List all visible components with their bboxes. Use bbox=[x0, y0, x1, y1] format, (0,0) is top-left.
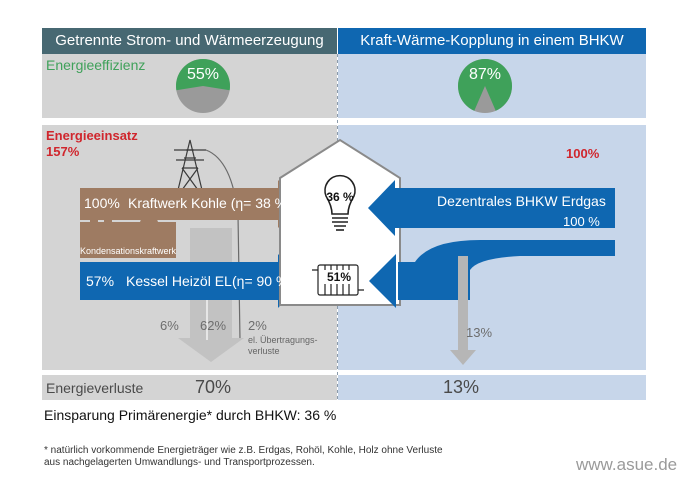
grid-loss-note-2: verluste bbox=[248, 346, 280, 356]
light-bulb-icon bbox=[324, 174, 356, 231]
efficiency-pie-left bbox=[176, 59, 230, 113]
input-left-value: 157% bbox=[46, 144, 80, 159]
losses-right-value: 13% bbox=[443, 377, 480, 397]
oil-percent: 57% bbox=[86, 273, 115, 289]
input-label: Energieeinsatz bbox=[46, 128, 138, 143]
oil-loss-percent: 6% bbox=[160, 318, 179, 333]
savings-text: Einsparung Primärenergie* durch BHKW: 36… bbox=[44, 407, 337, 423]
coal-label: Kraftwerk Kohle (η= 38 %) bbox=[128, 195, 292, 211]
header-right-bar bbox=[338, 28, 646, 54]
chp-label: Dezentrales BHKW Erdgas bbox=[437, 193, 606, 209]
efficiency-left-value: 55% bbox=[186, 66, 220, 83]
losses-label: Energieverluste bbox=[46, 380, 144, 396]
losses-left-value: 70% bbox=[195, 377, 232, 397]
coal-loss-percent: 62% bbox=[200, 318, 227, 333]
header-left-bar bbox=[42, 28, 337, 54]
efficiency-label: Energieeffizienz bbox=[46, 57, 146, 73]
footnote-line-1: * natürlich vorkommende Energieträger wi… bbox=[44, 445, 443, 456]
footnote-line-2: aus nachgelagerten Umwandlungs- und Tran… bbox=[44, 457, 315, 468]
losses-panel-right bbox=[338, 375, 646, 400]
coal-percent: 100% bbox=[84, 195, 120, 211]
loss-arrow-right bbox=[450, 256, 476, 365]
grid-loss-percent: 2% bbox=[248, 318, 267, 333]
grid-loss-note-1: el. Übertragungs- bbox=[248, 335, 318, 345]
website-link[interactable]: www.asue.de bbox=[576, 455, 678, 474]
header-left-title: Getrennte Strom- und Wärmeerzeugung bbox=[55, 32, 324, 49]
input-right-value: 100% bbox=[566, 146, 600, 161]
efficiency-right-value: 87% bbox=[468, 66, 502, 83]
header-right-title: Kraft-Wärme-Kopplung in einem BHKW bbox=[360, 32, 624, 49]
losses-panel-left bbox=[42, 375, 337, 400]
oil-label: Kessel Heizöl EL bbox=[126, 273, 232, 289]
oil-eta: (η= 90 %) bbox=[232, 273, 294, 289]
loss-arrow-left bbox=[178, 228, 244, 362]
plant-label: Kondensationskraftwerk bbox=[80, 246, 177, 256]
chp-percent: 100 % bbox=[563, 214, 600, 229]
chp-arrow bbox=[368, 180, 615, 308]
heat-percent: 51% bbox=[324, 270, 354, 284]
efficiency-pie-right bbox=[457, 58, 513, 113]
loss-divider bbox=[206, 300, 208, 340]
electricity-percent: 36 % bbox=[326, 190, 354, 204]
chp-loss-percent: 13% bbox=[466, 325, 493, 340]
